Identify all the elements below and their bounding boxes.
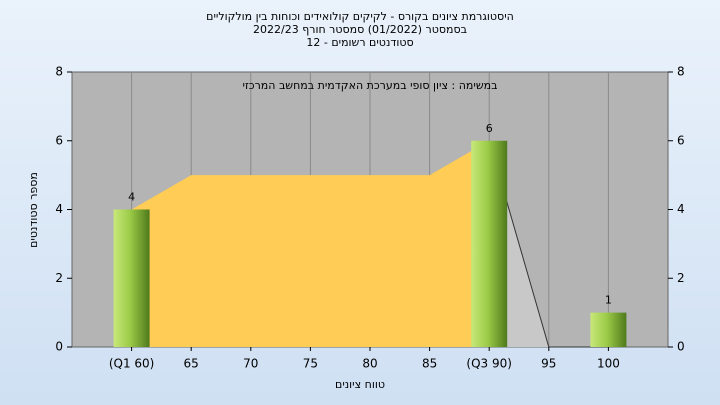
annotation: במשימה : ציון סופי במערכת האקדמית במחשב …: [243, 79, 498, 92]
x-tick-label: 95: [541, 357, 556, 371]
value-label: 1: [605, 294, 612, 307]
chart-subtitle: סטודנטים רשומים - 12: [306, 36, 413, 49]
bar: [471, 140, 508, 347]
y2-tick-label: 2: [677, 271, 685, 285]
y-tick-label: 2: [55, 271, 63, 285]
y-tick-label: 6: [55, 133, 63, 147]
y-tick-label: 8: [55, 65, 63, 79]
chart-subtitle: בסמסטר (01/2022) סמסטר חורף 2022/23: [253, 23, 467, 36]
value-label: 4: [128, 191, 135, 204]
y-tick-label: 0: [55, 340, 63, 354]
y-tick-label: 4: [55, 202, 63, 216]
bar: [590, 312, 627, 347]
x-tick-label: 85: [422, 357, 437, 371]
y-axis-label: מספר סטודנטים: [27, 172, 40, 248]
area: [489, 140, 609, 347]
y2-tick-label: 8: [677, 65, 685, 79]
x-tick-label: 100: [597, 357, 620, 371]
x-axis-label: טווח ציונים: [335, 378, 385, 391]
x-tick-label: 80: [362, 357, 377, 371]
area: [131, 140, 490, 347]
x-tick-label: 70: [243, 357, 258, 371]
x-tick-label: 75: [303, 357, 318, 371]
y2-tick-label: 6: [677, 133, 685, 147]
y2-tick-label: 4: [677, 202, 685, 216]
x-tick-label: (Q3 90): [466, 357, 512, 371]
x-tick-label: (Q1 60): [109, 357, 155, 371]
value-label: 6: [486, 122, 493, 135]
bar: [113, 209, 150, 347]
y2-tick-label: 0: [677, 340, 685, 354]
x-tick-label: 65: [184, 357, 199, 371]
chart-title: היסטוגרמת ציונים בקורס - לקיקים קולואידי…: [206, 10, 514, 23]
